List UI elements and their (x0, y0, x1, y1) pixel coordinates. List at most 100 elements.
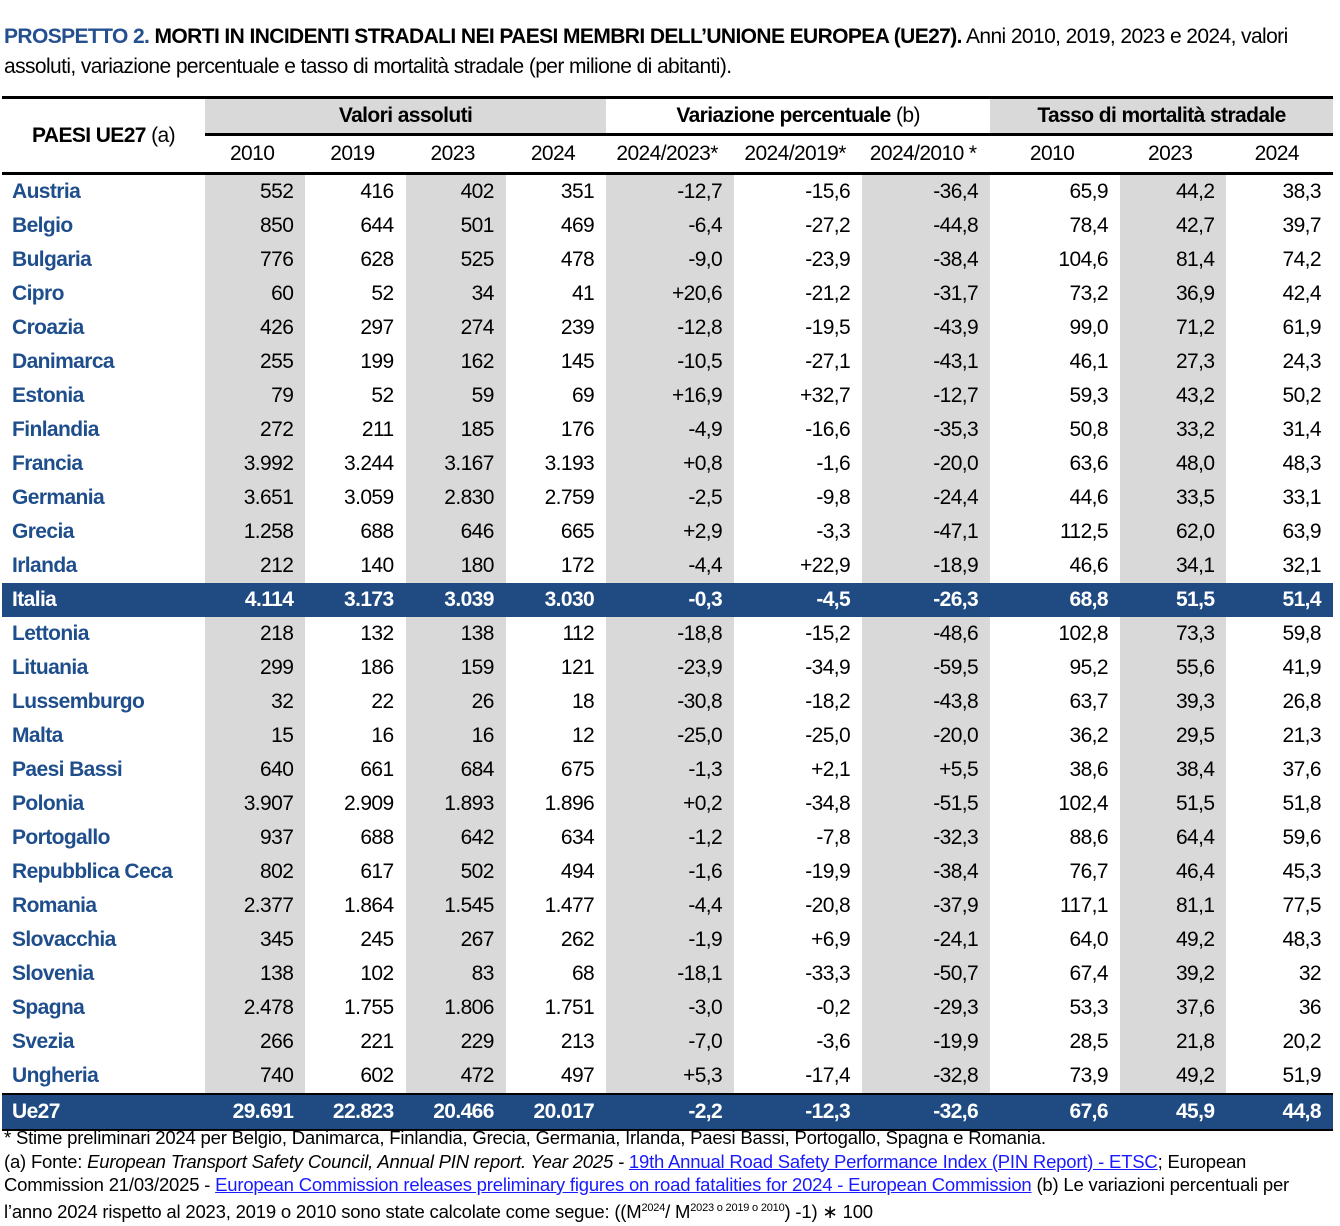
cell-value: 802 (205, 855, 306, 889)
column-header: 2023 (405, 134, 506, 175)
note-star: * Stime preliminari 2024 per Belgio, Dan… (4, 1127, 1046, 1148)
cell-value: 28,5 (1069, 1030, 1109, 1053)
cell-value: 494 (560, 860, 595, 883)
cell-value: +2,1 (811, 758, 851, 781)
table-row: Malta 15 16 16 12 -25,0 -25,0 -20,0 36,2 29,5 21,3 (2, 719, 1333, 753)
cell-value: -9,8 (816, 486, 851, 509)
cell-value: 36,9 (1119, 277, 1227, 311)
cell-value: 12 (571, 724, 595, 747)
cell-value: -37,9 (862, 889, 991, 923)
cell-value: 675 (560, 758, 595, 781)
cell-value: 20.466 (405, 1093, 506, 1131)
cell-value: 180 (405, 549, 506, 583)
cell-value: -20,0 (862, 447, 991, 481)
cell-value: 186 (360, 656, 394, 679)
cell-value: 644 (360, 214, 394, 237)
cell-value: 39,2 (1119, 957, 1227, 991)
cell-value: 140 (360, 554, 394, 577)
country-name: Lituania (12, 656, 88, 679)
cell-value: 16 (405, 719, 506, 753)
cell-value: 51,9 (1282, 1064, 1322, 1087)
cell-value: 51,4 (1226, 583, 1333, 617)
table-row: Lussemburgo 32 22 26 18 -30,8 -18,2 -43,8 63,7 39… (2, 685, 1333, 719)
cell-value: 16 (371, 724, 394, 747)
table-row: Italia 4.114 3.173 3.039 3.030 -0,3 -4,5 -26,3 6… (2, 583, 1333, 617)
cell-value: 162 (405, 345, 506, 379)
cell-value: 51,5 (1119, 583, 1227, 617)
cell-value: 77,5 (1282, 894, 1322, 917)
cell-value: -3,6 (816, 1030, 851, 1053)
cell-value: 99,0 (1069, 316, 1109, 339)
cell-value: 2.478 (205, 991, 306, 1025)
cell-value: 26,8 (1282, 690, 1322, 713)
cell-value: 646 (405, 515, 506, 549)
country-name: Cipro (12, 282, 64, 305)
cell-value: 416 (360, 180, 394, 203)
cell-value: 33,2 (1119, 413, 1227, 447)
cell-value: 112 (562, 622, 595, 645)
cell-value: 37,6 (1282, 758, 1322, 781)
cell-value: -30,8 (606, 685, 735, 719)
link-ec-preliminary-figures[interactable]: European Commission releases preliminary… (215, 1174, 1032, 1195)
column-header: 2023 (1119, 134, 1227, 175)
cell-value: 88,6 (1069, 826, 1109, 849)
cell-value: -18,9 (862, 549, 991, 583)
cell-value: 29,5 (1119, 719, 1227, 753)
group-header-absolute: Valori assoluti (205, 96, 607, 136)
cell-value: 31,4 (1282, 418, 1322, 441)
cell-value: 41 (571, 282, 595, 305)
table-row: Grecia 1.258 688 646 665 +2,9 -3,3 -47,1 112,5 62… (2, 515, 1333, 549)
cell-value: 51,5 (1119, 787, 1227, 821)
cell-value: 1.477 (544, 894, 595, 917)
cell-value: -48,6 (862, 617, 991, 651)
total-row: Ue27 29.691 22.823 20.466 20.017 -2,2 -12,3 -32… (2, 1093, 1333, 1131)
cell-value: 552 (205, 173, 306, 209)
cell-value: -4,5 (734, 583, 863, 617)
cell-value: 688 (360, 826, 394, 849)
cell-value: 63,6 (1069, 452, 1109, 475)
cell-value: 34 (405, 277, 506, 311)
cell-value: -38,4 (862, 855, 991, 889)
cell-value: 48,3 (1282, 928, 1322, 951)
cell-value: 172 (560, 554, 595, 577)
column-header: 2010 (205, 134, 306, 175)
cell-value: 76,7 (1069, 860, 1109, 883)
cell-value: -10,5 (606, 345, 735, 379)
cell-value: -34,9 (805, 656, 851, 679)
cell-value: 104,6 (1058, 248, 1108, 271)
cell-value: 69 (571, 384, 595, 407)
link-etsc-pin-report[interactable]: 19th Annual Road Safety Performance Inde… (628, 1150, 1158, 1172)
cell-value: 68 (571, 962, 595, 985)
cell-value: 59 (405, 379, 506, 413)
cell-value: -23,9 (805, 248, 851, 271)
cell-value: -16,6 (805, 418, 851, 441)
cell-value: 22 (371, 690, 394, 713)
cell-value: 3.907 (205, 787, 306, 821)
cell-value: -21,2 (805, 282, 851, 305)
cell-value: 274 (405, 311, 506, 345)
cell-value: -27,1 (805, 350, 851, 373)
cell-value: -35,3 (862, 413, 991, 447)
country-name: Danimarca (12, 350, 115, 373)
title-lead: PROSPETTO 2. (4, 25, 150, 48)
country-name: Slovacchia (12, 928, 116, 951)
cell-value: 55,6 (1119, 651, 1227, 685)
table-row: Austria 552 416 402 351 -12,7 -15,6 -36,4 65,9 44… (2, 173, 1333, 209)
cell-value: 628 (360, 248, 394, 271)
cell-value: -36,4 (862, 173, 991, 209)
country-name: Estonia (12, 384, 84, 407)
country-name: Ungheria (12, 1064, 99, 1087)
country-name: Svezia (12, 1030, 74, 1053)
cell-value: 212 (205, 549, 306, 583)
table-row: Svezia 266 221 229 213 -7,0 -3,6 -19,9 28,5 21,8 2… (2, 1025, 1333, 1059)
cell-value: +0,8 (606, 447, 735, 481)
cell-value: -27,2 (805, 214, 851, 237)
table-row: Belgio 850 644 501 469 -6,4 -27,2 -44,8 78,4 42,7… (2, 209, 1333, 243)
cell-value: 63,7 (1069, 690, 1109, 713)
country-name: Irlanda (12, 554, 77, 577)
cell-value: 36 (1298, 996, 1322, 1019)
cell-value: 684 (405, 753, 506, 787)
cell-value: 73,2 (1069, 282, 1109, 305)
country-name: Polonia (12, 792, 84, 815)
cell-value: 59,8 (1282, 622, 1322, 645)
